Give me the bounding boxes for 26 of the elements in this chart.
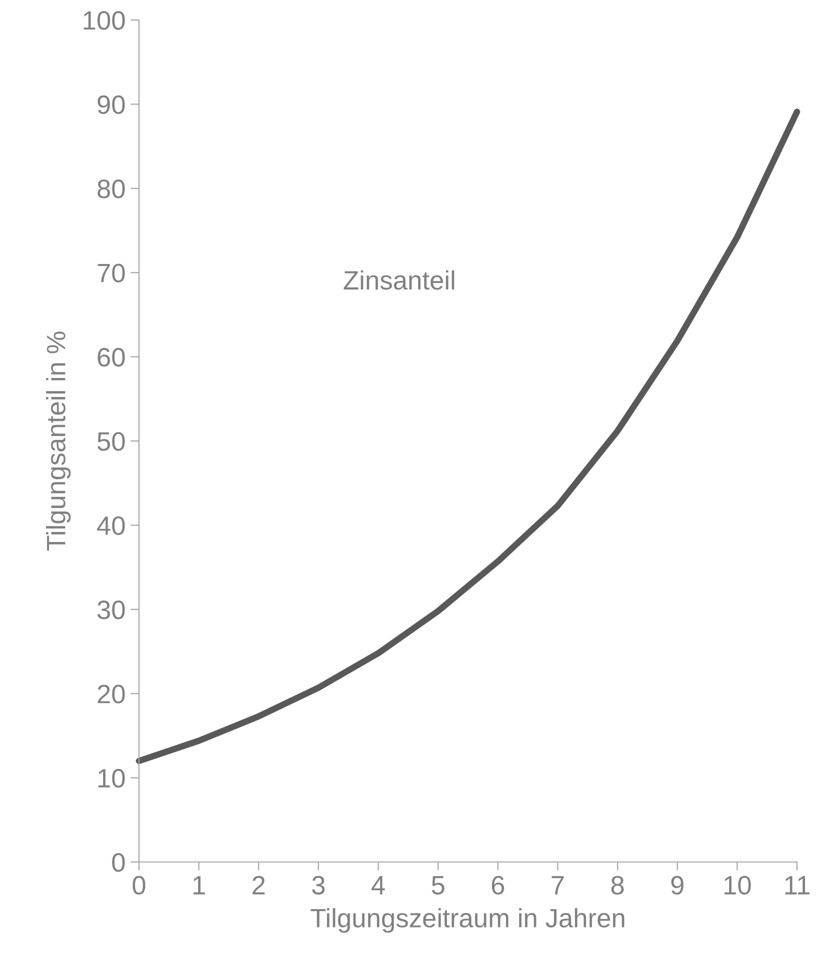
- y-tick-label: 70: [98, 264, 125, 282]
- x-tick-label: 4: [372, 876, 385, 894]
- y-tick-label: 50: [98, 432, 125, 451]
- x-tick-label: 2: [252, 876, 265, 894]
- x-tick-label: 0: [132, 876, 146, 895]
- y-tick-label: 20: [98, 684, 125, 704]
- y-tick-label: 100: [84, 11, 125, 30]
- x-tick-label: 3: [312, 876, 325, 895]
- y-tick-label: 60: [98, 348, 125, 367]
- x-tick-label: 5: [432, 876, 444, 895]
- annotation: Zinsanteil: [344, 270, 454, 290]
- x-tick-label: 6: [492, 876, 504, 895]
- y-tick-label: 90: [98, 95, 125, 114]
- x-tick-label: 9: [671, 876, 684, 895]
- x-axis-title: Tilgungszeitraum in Jahren: [310, 908, 624, 933]
- x-tick-label: 1: [193, 876, 205, 894]
- y-tick-label: 80: [98, 180, 125, 198]
- y-axis-title: Tilgungsanteil in %: [46, 332, 71, 551]
- y-tick-label: 30: [97, 600, 125, 620]
- y-tick-label: 0: [112, 853, 125, 872]
- x-tick-label: 8: [611, 876, 624, 895]
- x-tick-label: 10: [724, 876, 751, 895]
- y-tick-label: 40: [97, 516, 125, 536]
- y-tick-label: 10: [98, 768, 125, 788]
- x-tick-label: 11: [785, 876, 810, 894]
- x-tick-label: 7: [552, 876, 564, 894]
